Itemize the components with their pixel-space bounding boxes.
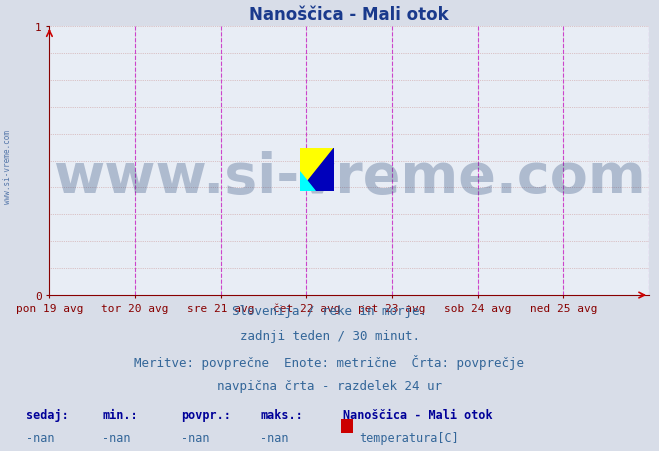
Text: Nanoščica - Mali otok: Nanoščica - Mali otok bbox=[343, 408, 492, 421]
Text: temperatura[C]: temperatura[C] bbox=[359, 431, 459, 444]
Text: navpična črta - razdelek 24 ur: navpična črta - razdelek 24 ur bbox=[217, 379, 442, 392]
Polygon shape bbox=[300, 149, 334, 192]
Text: -nan: -nan bbox=[181, 431, 210, 444]
Text: -nan: -nan bbox=[102, 431, 130, 444]
Text: zadnji teden / 30 minut.: zadnji teden / 30 minut. bbox=[239, 329, 420, 342]
Text: www.si-vreme.com: www.si-vreme.com bbox=[3, 130, 13, 204]
Title: Nanoščica - Mali otok: Nanoščica - Mali otok bbox=[250, 6, 449, 24]
Text: min.:: min.: bbox=[102, 408, 138, 421]
Text: www.si-vreme.com: www.si-vreme.com bbox=[53, 150, 646, 204]
Text: -nan: -nan bbox=[26, 431, 55, 444]
Text: maks.:: maks.: bbox=[260, 408, 303, 421]
Text: sedaj:: sedaj: bbox=[26, 408, 69, 421]
Text: -nan: -nan bbox=[260, 431, 289, 444]
Polygon shape bbox=[300, 172, 315, 192]
Polygon shape bbox=[300, 149, 334, 192]
Text: Meritve: povprečne  Enote: metrične  Črta: povprečje: Meritve: povprečne Enote: metrične Črta:… bbox=[134, 354, 525, 369]
Text: povpr.:: povpr.: bbox=[181, 408, 231, 421]
Text: Slovenija / reke in morje.: Slovenija / reke in morje. bbox=[232, 304, 427, 318]
